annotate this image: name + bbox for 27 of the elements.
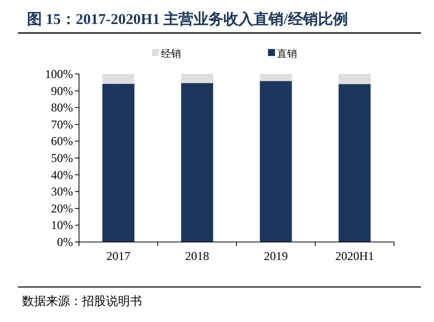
source-note: 数据来源：招股说明书 bbox=[22, 294, 142, 308]
y-tick-label: 10% bbox=[51, 218, 73, 232]
y-tick-label: 20% bbox=[51, 201, 73, 216]
y-tick-label: 70% bbox=[51, 117, 73, 132]
chart-title: 图 15：2017-2020H1 主营业务收入直销/经销比例 bbox=[27, 10, 348, 28]
x-tick-label: 2018 bbox=[185, 249, 210, 263]
y-tick-label: 60% bbox=[51, 134, 73, 148]
y-tick-label: 100% bbox=[45, 67, 73, 81]
bar bbox=[102, 74, 134, 84]
y-tick-label: 50% bbox=[51, 151, 73, 165]
bar bbox=[338, 84, 371, 242]
legend-label: 经销 bbox=[161, 48, 181, 60]
x-tick-label: 2019 bbox=[264, 249, 288, 263]
y-tick-label: 30% bbox=[51, 184, 73, 199]
bar bbox=[181, 74, 214, 84]
x-tick-label: 2017 bbox=[106, 249, 130, 263]
x-tick-label: 2020H1 bbox=[335, 249, 374, 263]
y-tick-label: 80% bbox=[51, 100, 73, 115]
y-tick-label: 90% bbox=[51, 84, 73, 98]
y-tick-label: 40% bbox=[51, 168, 73, 182]
bar bbox=[102, 84, 134, 242]
y-tick-label: 0% bbox=[57, 235, 73, 249]
bar bbox=[260, 74, 292, 82]
bar bbox=[338, 74, 371, 84]
bar bbox=[181, 83, 214, 242]
legend-label: 直销 bbox=[277, 48, 297, 60]
bar bbox=[260, 81, 292, 242]
